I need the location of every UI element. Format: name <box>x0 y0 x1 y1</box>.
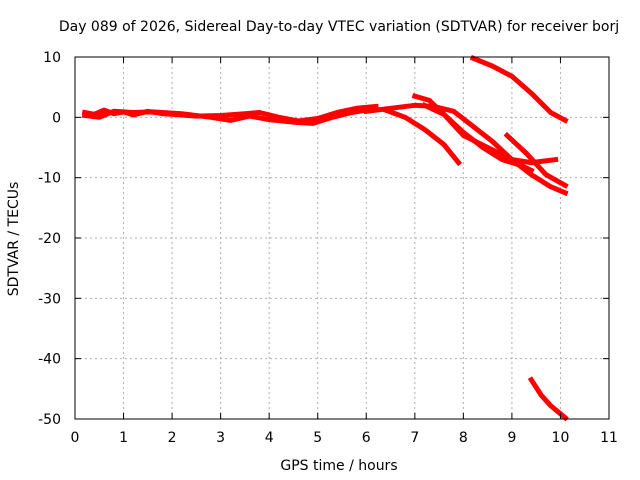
x-tick-label: 6 <box>362 430 371 446</box>
x-tick-label: 7 <box>410 430 419 446</box>
chart-title: Day 089 of 2026, Sidereal Day-to-day VTE… <box>59 19 619 35</box>
x-tick-label: 9 <box>507 430 516 446</box>
y-tick-label: -50 <box>38 412 61 428</box>
series-track-2 <box>81 107 370 126</box>
x-tick-label: 3 <box>216 430 225 446</box>
x-tick-label: 2 <box>168 430 177 446</box>
tick-labels: 0 1 2 3 4 5 6 7 8 9 10 11 10 0 -10 -20 -30 -40 -50 <box>38 50 618 446</box>
x-tick-label: 4 <box>265 430 274 446</box>
series-track-4 <box>382 106 463 167</box>
series-track-5 <box>411 93 559 166</box>
x-tick-label: 1 <box>119 430 128 446</box>
x-tick-label: 5 <box>313 430 322 446</box>
y-tick-label: -40 <box>38 352 61 368</box>
series-track-8 <box>503 131 569 189</box>
series-track-6 <box>421 101 535 174</box>
axis-ticks <box>74 56 610 420</box>
y-tick-label: 10 <box>43 50 61 66</box>
series-track-7 <box>469 54 569 124</box>
x-tick-label: 8 <box>459 430 468 446</box>
y-tick-label: -30 <box>38 291 61 307</box>
y-tick-label: -20 <box>38 231 61 247</box>
y-axis-label: SDTVAR / TECUs <box>6 182 22 297</box>
x-tick-label: 0 <box>71 430 80 446</box>
y-tick-label: -10 <box>38 171 61 187</box>
y-tick-label: 0 <box>52 110 61 126</box>
x-tick-label: 10 <box>552 430 570 446</box>
series-track-3 <box>363 102 569 197</box>
series-track-9 <box>527 376 569 422</box>
data-series <box>81 54 569 422</box>
x-tick-label: 11 <box>600 430 618 446</box>
x-axis-label: GPS time / hours <box>280 458 397 474</box>
